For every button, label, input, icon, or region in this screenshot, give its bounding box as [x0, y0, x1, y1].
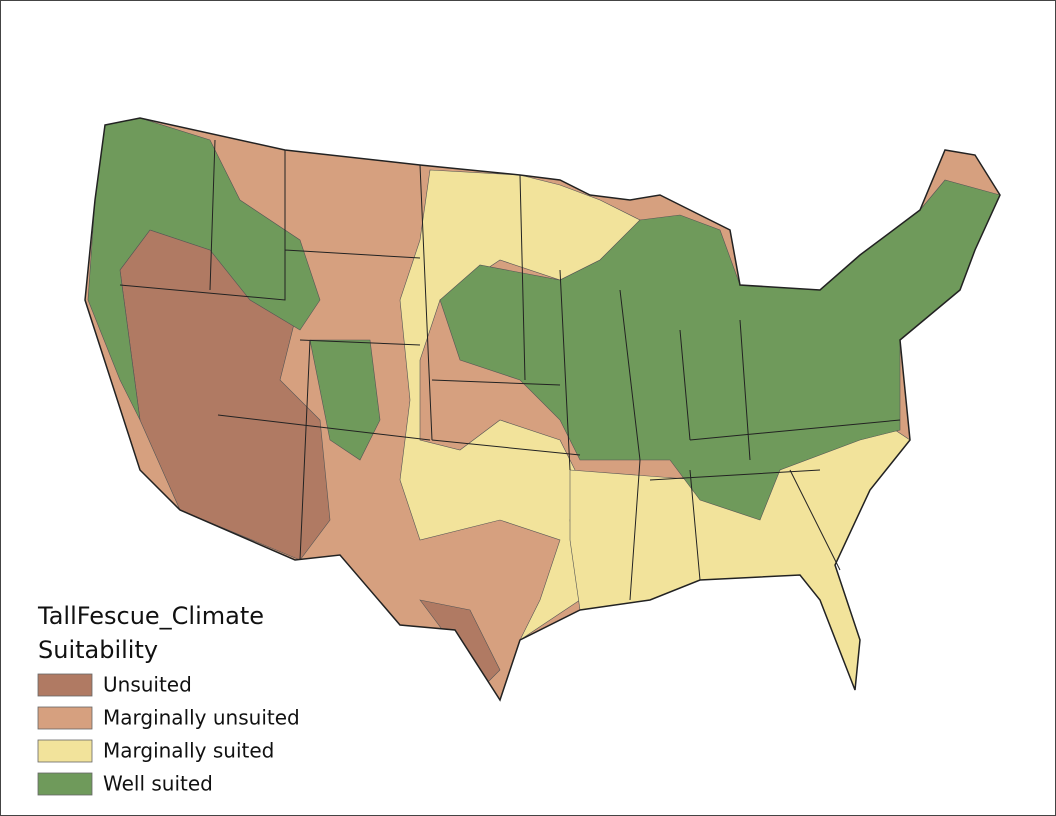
- legend-swatch: [37, 739, 93, 763]
- legend-label: Marginally suited: [103, 739, 274, 763]
- legend-subtitle: Suitability: [38, 636, 158, 664]
- legend-items: Unsuited Marginally unsuited Marginally su…: [37, 673, 300, 796]
- legend-label: Well suited: [103, 772, 213, 796]
- legend-swatch: [37, 706, 93, 730]
- state-lines: [119, 139, 901, 601]
- legend-label: Marginally unsuited: [103, 706, 300, 730]
- legend-title: TallFescue_Climate: [37, 602, 264, 630]
- legend-label: Unsuited: [103, 673, 192, 697]
- region: [87, 118, 321, 421]
- region: [309, 339, 381, 461]
- legend-swatch: [37, 673, 93, 697]
- legend: TallFescue_Climate Suitability Unsuited M…: [37, 602, 300, 796]
- legend-swatch: [37, 772, 93, 796]
